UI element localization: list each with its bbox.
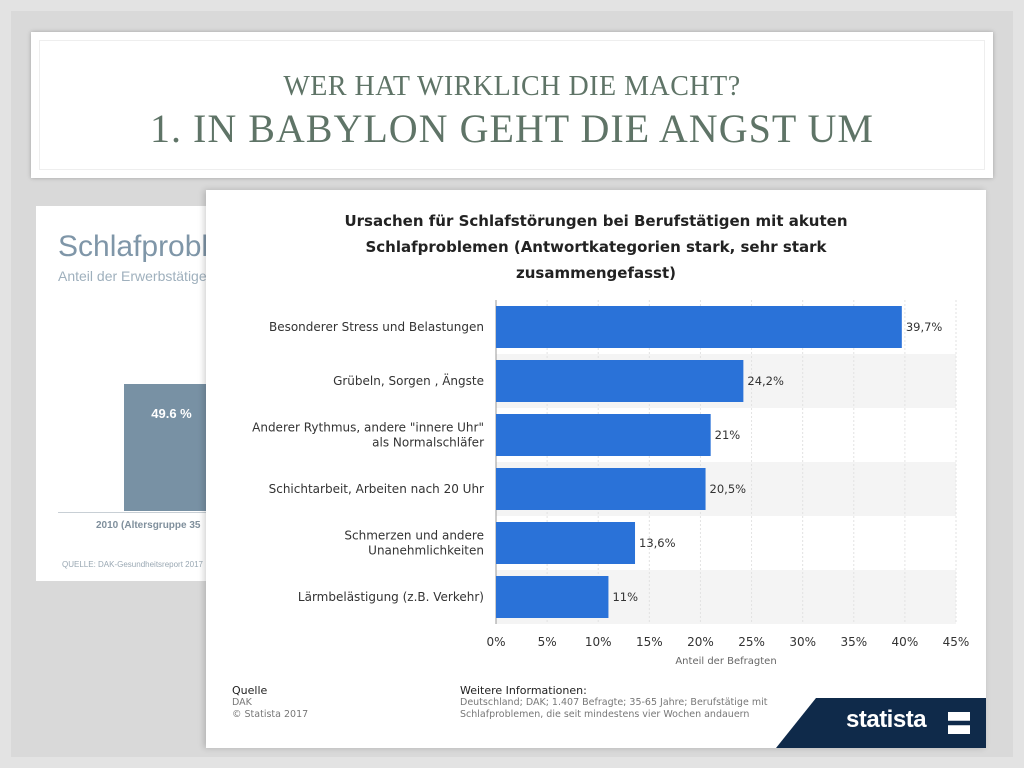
title-frame: WER HAT WIRKLICH DIE MACHT? 1. IN BABYLO… xyxy=(39,40,985,170)
bar xyxy=(496,414,711,456)
x-tick-label: 15% xyxy=(636,635,663,649)
category-label: Grübeln, Sorgen , Ängste xyxy=(333,373,484,388)
bar xyxy=(496,468,706,510)
statista-brand-band: statista xyxy=(776,698,986,748)
background-chart-category: 2010 (Altersgruppe 35 xyxy=(96,520,201,531)
x-tick-label: 30% xyxy=(789,635,816,649)
background-chart-axis xyxy=(58,512,216,513)
background-chart-title: Schlafproblen xyxy=(58,230,216,263)
source-copyright: © Statista 2017 xyxy=(232,709,309,720)
value-label: 24,2% xyxy=(747,374,784,388)
slide-title: 1. IN BABYLON GEHT DIE ANGST UM xyxy=(150,106,874,151)
bar xyxy=(496,522,636,564)
x-tick-label: 25% xyxy=(738,635,765,649)
x-tick-labels: 0% 5% 10% 15% 20% 25% 30% 35% 40% 45% xyxy=(486,635,969,649)
statista-chart-card: Ursachen für Schlafstörungen bei Berufst… xyxy=(206,190,986,748)
background-chart-image: Schlafproblen Anteil der Erwerbstätigen … xyxy=(36,206,216,581)
x-tick-label: 35% xyxy=(840,635,867,649)
value-label: 20,5% xyxy=(710,482,747,496)
x-tick-label: 45% xyxy=(943,635,970,649)
bars xyxy=(496,306,902,618)
category-label: Lärmbelästigung (z.B. Verkehr) xyxy=(298,590,484,604)
x-tick-label: 20% xyxy=(687,635,714,649)
chart-title: Ursachen für Schlafstörungen bei Berufst… xyxy=(344,212,848,282)
category-label: Anderer Rythmus, andere "innere Uhr" als … xyxy=(252,421,484,450)
bar xyxy=(496,360,744,402)
category-label: Besonderer Stress und Belastungen xyxy=(269,320,484,334)
value-label: 11% xyxy=(612,590,638,604)
background-chart-subtitle: Anteil der Erwerbstätigen i xyxy=(58,268,216,284)
title-box: WER HAT WIRKLICH DIE MACHT? 1. IN BABYLO… xyxy=(31,32,993,178)
x-tick-label: 10% xyxy=(585,635,612,649)
value-labels: 39,7% 24,2% 21% 20,5% 13,6% 11% xyxy=(612,320,942,604)
value-label: 39,7% xyxy=(906,320,943,334)
bar-chart: Besonderer Stress und Belastungen Grübeln… xyxy=(252,300,969,667)
statista-logo-text: statista xyxy=(846,706,927,733)
info-text: Deutschland; DAK; 1.407 Befragte; 35-65 … xyxy=(460,697,768,720)
value-label: 21% xyxy=(715,428,741,442)
background-chart-bar xyxy=(124,384,216,511)
x-tick-label: 40% xyxy=(892,635,919,649)
slide-subtitle: WER HAT WIRKLICH DIE MACHT? xyxy=(283,71,741,102)
background-chart-bar-label: 49.6 % xyxy=(151,406,192,421)
source-heading: Quelle xyxy=(232,684,268,697)
category-labels: Besonderer Stress und Belastungen Grübeln… xyxy=(252,320,484,604)
info-heading: Weitere Informationen: xyxy=(460,684,587,697)
x-tick-label: 0% xyxy=(486,635,505,649)
statista-logo-icon xyxy=(948,712,970,734)
category-label: Schmerzen und andere Unanehmlichkeiten xyxy=(344,529,484,558)
gridlines xyxy=(495,300,957,624)
x-axis-title: Anteil der Befragten xyxy=(675,656,776,667)
value-label: 13,6% xyxy=(639,536,676,550)
source-name: DAK xyxy=(232,697,252,708)
x-tick-label: 5% xyxy=(538,635,557,649)
background-chart-source: QUELLE: DAK-Gesundheitsreport 2017 xyxy=(62,560,203,569)
bar xyxy=(496,306,902,348)
bar xyxy=(496,576,609,618)
category-label: Schichtarbeit, Arbeiten nach 20 Uhr xyxy=(269,482,484,496)
